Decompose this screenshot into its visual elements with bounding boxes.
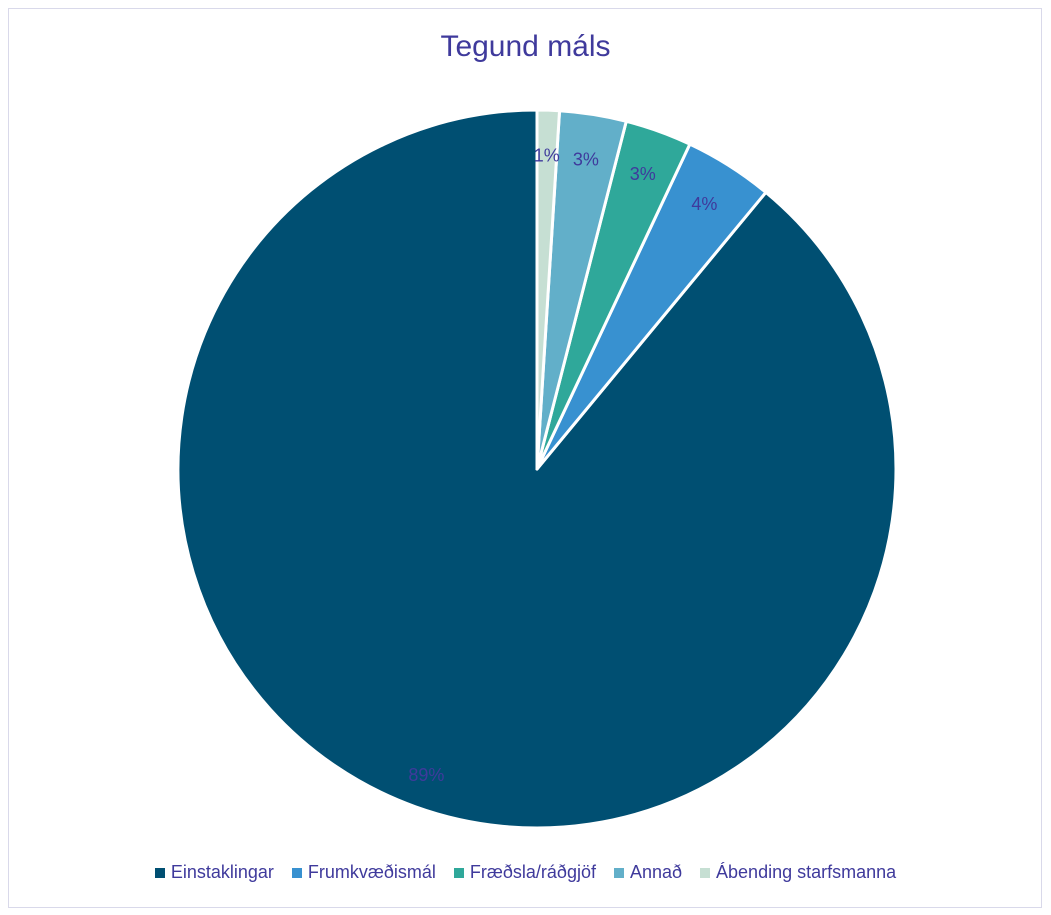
legend-swatch [154, 867, 165, 878]
pie-slice-5 [535, 108, 562, 471]
legend-label: Frumkvæðismál [307, 862, 436, 882]
legend-swatch [613, 867, 624, 878]
data-label-2: 4% [691, 194, 717, 214]
legend-swatch [291, 867, 302, 878]
legend-label: Fræðsla/ráðgjöf [469, 862, 596, 882]
legend-item-abending-starfsmanna: Ábending starfsmanna [700, 862, 896, 883]
legend: Einstaklingar Frumkvæðismál Fræðsla/ráðg… [0, 862, 1051, 883]
legend-label: Annað [629, 862, 683, 882]
legend-item-einstaklingar: Einstaklingar [154, 862, 274, 883]
data-label-5: 1% [534, 146, 560, 166]
legend-item-fraedsla-radgjof: Fræðsla/ráðgjöf [453, 862, 596, 883]
legend-swatch [700, 867, 711, 878]
legend-item-annad: Annað [613, 862, 683, 883]
legend-swatch [453, 867, 464, 878]
data-label-4: 3% [573, 149, 599, 169]
data-label-3: 3% [630, 164, 656, 184]
legend-label: Einstaklingar [170, 862, 274, 882]
chart-title: Tegund máls [440, 30, 611, 63]
data-label-1: 89% [408, 765, 444, 785]
legend-item-frumkvaedismal: Frumkvæðismál [291, 862, 436, 883]
legend-label: Ábending starfsmanna [716, 862, 897, 882]
